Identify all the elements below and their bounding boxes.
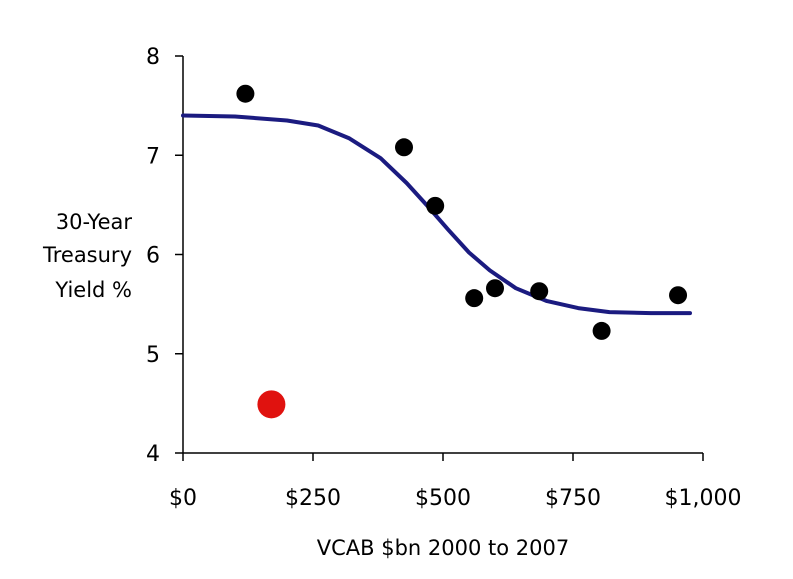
y-tick-label: 6: [146, 244, 160, 269]
data-point: [486, 279, 504, 298]
data-point: [426, 196, 445, 215]
data-point: [530, 282, 549, 301]
x-tick-label: $250: [285, 486, 341, 511]
data-point: [465, 289, 484, 308]
data-point: [395, 138, 413, 157]
axes: 4 5 6 7 8 $0 $250 $500 $750 $1,000: [146, 45, 741, 511]
x-tick-label: $0: [169, 486, 197, 511]
y-axis-label-line-1: 30-Year: [55, 210, 132, 234]
fit-curve-line: [181, 113, 692, 316]
y-tick-label: 5: [146, 343, 160, 368]
x-tick-label: $500: [415, 486, 471, 511]
y-tick-label: 8: [146, 45, 160, 70]
x-tick-label: $750: [545, 486, 601, 511]
x-axis-label: VCAB $bn 2000 to 2007: [316, 536, 570, 560]
data-point: [669, 286, 688, 305]
y-axis-label-line-3: Yield %: [55, 278, 132, 302]
y-tick-label: 7: [146, 144, 160, 169]
x-tick-label: $1,000: [665, 486, 742, 511]
fit-curve-group: [181, 113, 692, 316]
data-points-group: [236, 84, 688, 419]
y-tick-label: 4: [146, 442, 160, 467]
data-point: [592, 321, 611, 340]
highlight-point: [257, 390, 286, 419]
y-axis-label-line-2: Treasury: [42, 243, 132, 267]
data-point: [236, 84, 255, 103]
